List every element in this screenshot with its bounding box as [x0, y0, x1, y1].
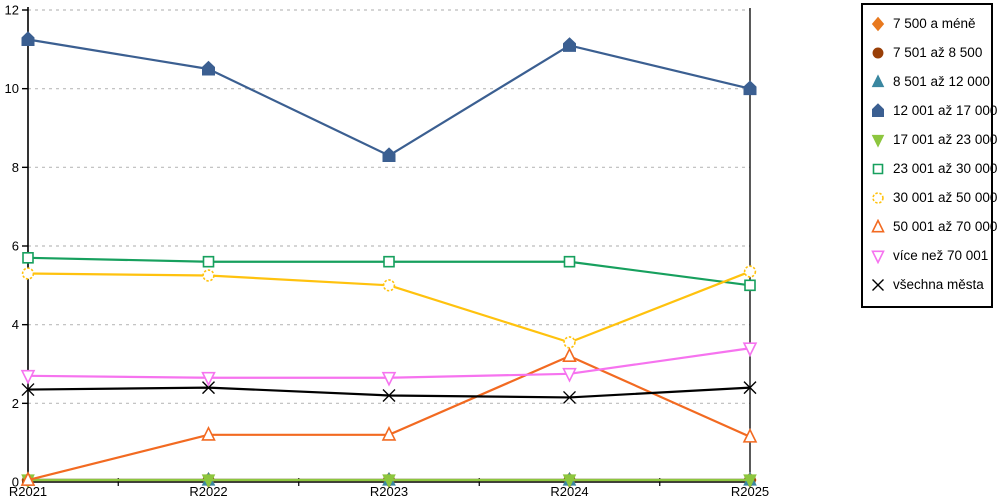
x-legend-icon	[872, 278, 884, 291]
marker	[22, 252, 34, 264]
legend-item-0: 7 500 a méně	[870, 9, 991, 38]
legend-item-label: více než 70 001	[893, 248, 989, 263]
legend-item-label: 23 001 až 30 000	[893, 161, 998, 176]
y-tick-label: 4	[12, 317, 19, 332]
diamond-legend-icon	[871, 16, 885, 31]
marker	[382, 147, 396, 163]
x-tick-label: R2021	[9, 484, 47, 499]
x-tick-label: R2024	[550, 484, 588, 499]
marker	[871, 134, 885, 148]
marker	[21, 383, 35, 397]
marker	[872, 278, 884, 291]
circle-legend-icon	[872, 191, 884, 204]
data-series	[20, 31, 758, 489]
marker	[21, 31, 35, 46]
legend-item-label: 8 501 až 12 000	[893, 74, 990, 89]
marker	[871, 73, 885, 87]
legend-item-label: 50 001 až 70 000	[893, 219, 998, 234]
legend-item-1: 7 501 až 8 500	[870, 38, 991, 67]
y-tick-label: 12	[5, 3, 19, 18]
marker	[201, 474, 216, 489]
gridlines	[28, 9, 750, 404]
marker	[743, 80, 757, 96]
marker	[202, 381, 215, 395]
marker	[20, 471, 36, 486]
marker	[872, 47, 884, 58]
marker	[563, 390, 576, 404]
legend-item-9: všechna města	[870, 270, 991, 299]
marker	[872, 102, 884, 117]
marker	[21, 267, 35, 280]
triangle-down-legend-icon	[871, 250, 885, 264]
marker	[743, 474, 757, 489]
triangle-up-legend-icon	[871, 218, 885, 232]
marker	[563, 336, 576, 349]
square-legend-icon	[872, 163, 884, 174]
marker	[382, 474, 396, 489]
marker	[562, 367, 577, 383]
legend-item-5: 23 001 až 30 000	[870, 154, 997, 183]
marker	[563, 255, 576, 268]
marker	[744, 279, 756, 292]
marker	[872, 163, 884, 174]
marker	[562, 474, 577, 489]
y-tick-label: 6	[12, 239, 19, 254]
circle-legend-icon	[872, 47, 884, 58]
legend-item-4: 17 001 až 23 000	[870, 125, 997, 154]
series-line-3	[27, 38, 751, 157]
marker	[872, 191, 884, 204]
marker	[383, 255, 395, 268]
legend-item-label: 17 001 až 23 000	[893, 132, 998, 147]
marker	[871, 16, 885, 31]
y-tick-label: 8	[12, 160, 19, 175]
marker	[743, 381, 757, 395]
marker	[563, 37, 576, 52]
marker	[20, 369, 36, 385]
legend-item-label: 7 501 až 8 500	[893, 45, 983, 60]
marker	[201, 371, 216, 387]
marker	[202, 269, 215, 282]
marker	[382, 388, 396, 402]
marker	[562, 347, 577, 363]
marker	[742, 427, 758, 443]
x-tick-label: R2022	[189, 484, 227, 499]
legend-item-2: 8 501 až 12 000	[870, 67, 991, 96]
marker	[202, 60, 215, 76]
marker	[382, 279, 396, 292]
marker	[871, 218, 885, 232]
marker	[742, 342, 758, 358]
y-tick-label: 2	[12, 396, 19, 411]
pentagon-legend-icon	[872, 102, 884, 117]
marker	[743, 265, 757, 278]
legend-item-8: více než 70 001	[870, 241, 991, 270]
legend-item-label: všechna města	[893, 277, 984, 292]
legend-item-label: 12 001 až 17 000	[893, 103, 998, 118]
marker	[202, 255, 215, 268]
triangle-up-legend-icon	[871, 73, 885, 87]
legend-item-6: 30 001 až 50 000	[870, 183, 997, 212]
marker	[381, 425, 397, 441]
marker	[871, 250, 885, 264]
legend-box: 7 500 a méně 7 501 až 8 500 8 501 až 12 00…	[861, 3, 997, 308]
legend-item-7: 50 001 až 70 000	[870, 212, 997, 241]
axes	[22, 7, 751, 487]
triangle-down-legend-icon	[871, 134, 885, 148]
y-tick-label: 10	[5, 81, 19, 96]
legend-item-3: 12 001 až 17 000	[870, 96, 997, 125]
marker	[201, 425, 216, 441]
legend-item-label: 30 001 až 50 000	[893, 190, 998, 205]
x-tick-label: R2025	[731, 484, 769, 499]
legend-item-label: 7 500 a méně	[893, 16, 976, 31]
marker	[381, 371, 397, 387]
x-tick-label: R2023	[370, 484, 408, 499]
y-tick-label: 0	[12, 475, 19, 490]
axis-labels: 0 2 4 6 8 10 12 R2021 R2022 R2023 R2024 R2025	[5, 3, 770, 500]
